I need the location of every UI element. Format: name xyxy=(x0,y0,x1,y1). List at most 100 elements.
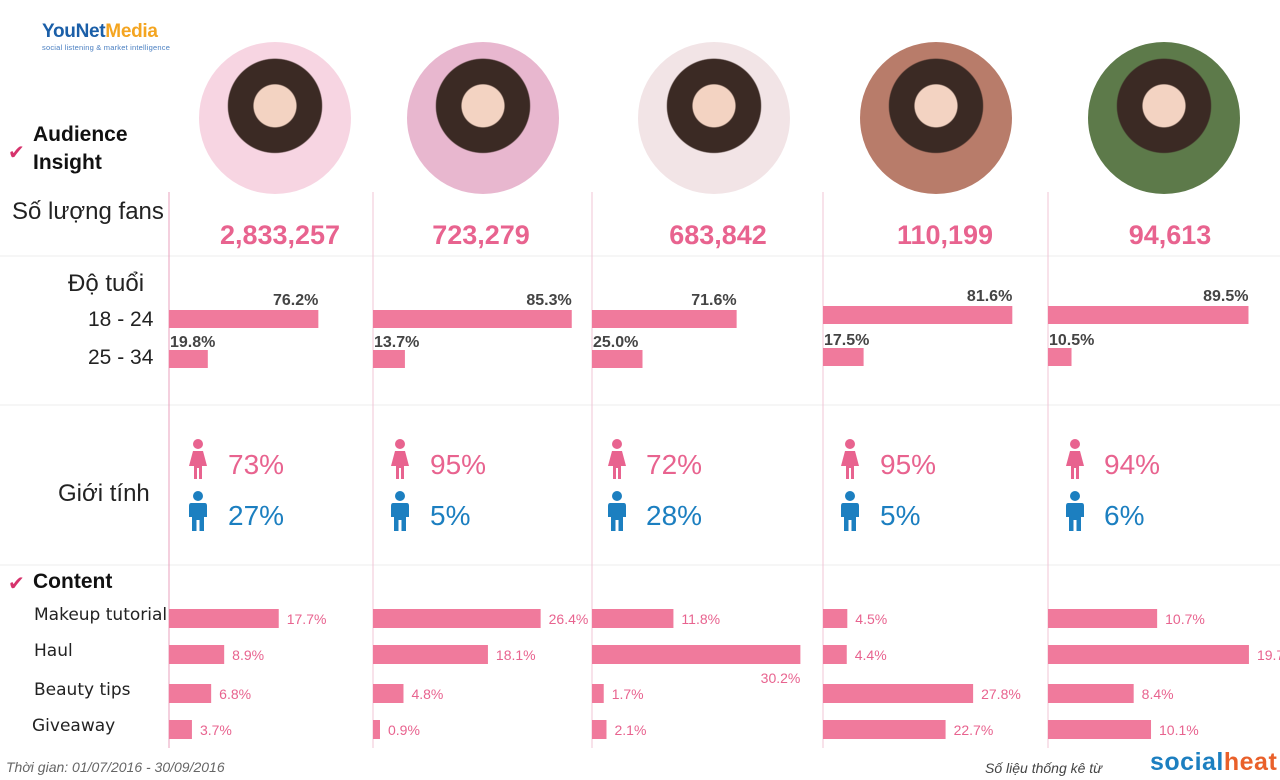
male-percent: 5% xyxy=(880,500,921,531)
audience-insight-heading: Audience Insight xyxy=(33,123,128,174)
content-bar-label: 1.7% xyxy=(612,686,644,702)
content-category-label: Haul xyxy=(34,641,73,661)
age-bar xyxy=(823,348,864,366)
content-bar xyxy=(592,609,674,628)
content-check-icon: ✔ xyxy=(8,573,25,595)
content-bar-label: 17.7% xyxy=(287,611,327,627)
content-bar xyxy=(169,609,279,628)
content-bar-label: 4.5% xyxy=(855,611,887,627)
content-bar xyxy=(373,609,541,628)
age-bar-label: 13.7% xyxy=(374,334,419,351)
age-bar xyxy=(823,306,1013,324)
age-bar-label: 17.5% xyxy=(824,332,869,349)
age-bar xyxy=(373,350,405,368)
age-bar xyxy=(169,350,208,368)
male-percent: 27% xyxy=(228,500,285,531)
content-bar-label: 4.8% xyxy=(411,686,443,702)
content-bar xyxy=(823,645,847,664)
age-bar xyxy=(592,350,643,368)
content-bar-label: 19.7% xyxy=(1257,647,1280,663)
female-percent: 72% xyxy=(646,449,703,480)
age-bar-label: 85.3% xyxy=(526,292,571,309)
content-bar xyxy=(1048,645,1249,664)
female-icon xyxy=(185,438,211,485)
gender-label: Giới tính xyxy=(58,480,150,507)
fans-count: 683,842 xyxy=(669,220,767,250)
age-bar-label: 71.6% xyxy=(691,292,736,309)
age-bar-label: 89.5% xyxy=(1203,288,1248,305)
age-bar-label: 10.5% xyxy=(1049,332,1094,349)
socialheat-logo: socialheat xyxy=(1150,748,1278,776)
content-bar xyxy=(823,684,974,703)
source-text: Số liệu thống kê từ xyxy=(985,760,1103,776)
content-bar xyxy=(373,684,404,703)
content-bar-label: 8.9% xyxy=(232,647,264,663)
male-icon xyxy=(837,490,863,537)
influencer-avatar xyxy=(407,42,559,194)
fans-label: Số lượng fans xyxy=(12,198,164,225)
content-bar xyxy=(373,645,488,664)
content-bar-label: 8.4% xyxy=(1142,686,1174,702)
content-bar xyxy=(592,684,604,703)
male-percent: 28% xyxy=(646,500,703,531)
content-bar-label: 6.8% xyxy=(219,686,251,702)
age-bar-label: 81.6% xyxy=(967,288,1012,305)
content-bar xyxy=(373,720,380,739)
fans-count: 110,199 xyxy=(896,220,994,250)
age-bar xyxy=(1048,306,1249,324)
female-icon xyxy=(604,438,630,485)
content-bar xyxy=(169,684,212,703)
female-percent: 95% xyxy=(880,449,937,480)
content-bar xyxy=(592,720,607,739)
age-bar xyxy=(373,310,572,328)
female-icon xyxy=(387,438,413,485)
age-bar-label: 76.2% xyxy=(273,292,318,309)
female-icon xyxy=(837,438,863,485)
male-icon xyxy=(185,490,211,537)
content-bar xyxy=(592,645,801,664)
content-bar xyxy=(1048,684,1134,703)
content-bar-label: 11.8% xyxy=(681,611,720,627)
content-bar-label: 0.9% xyxy=(388,722,420,738)
age-bar-label: 19.8% xyxy=(170,334,215,351)
age-group-25-34-label: 25 - 34 xyxy=(88,346,154,369)
female-icon xyxy=(1062,438,1088,485)
content-bar-label: 26.4% xyxy=(549,611,589,627)
influencer-avatar xyxy=(199,42,351,194)
content-bar-label: 30.2% xyxy=(761,670,801,686)
content-bar-label: 3.7% xyxy=(200,722,232,738)
younet-media-logo: YouNetMedia social listening & market in… xyxy=(42,21,171,53)
content-bar xyxy=(823,720,946,739)
logo-tagline: social listening & market intelligence xyxy=(42,43,171,52)
male-percent: 6% xyxy=(1104,500,1145,531)
influencer-avatar xyxy=(1088,42,1240,194)
audience-check-icon: ✔ xyxy=(8,142,25,164)
content-bar-label: 4.4% xyxy=(855,647,887,663)
age-bar-label: 25.0% xyxy=(593,334,638,351)
male-icon xyxy=(604,490,630,537)
content-heading: Content xyxy=(33,570,113,593)
content-category-label: Giveaway xyxy=(32,716,116,736)
influencer-avatar xyxy=(638,42,790,194)
content-bar-label: 27.8% xyxy=(981,686,1021,702)
content-bar xyxy=(169,645,225,664)
content-bar xyxy=(823,609,848,628)
male-icon xyxy=(1062,490,1088,537)
male-percent: 5% xyxy=(430,500,471,531)
content-bar-label: 10.7% xyxy=(1165,611,1205,627)
content-bar-label: 18.1% xyxy=(496,647,536,663)
content-bar-label: 10.1% xyxy=(1159,722,1199,738)
content-bar xyxy=(169,720,192,739)
content-bar-label: 22.7% xyxy=(954,722,994,738)
age-label: Độ tuổi xyxy=(68,270,145,297)
content-bar xyxy=(1048,609,1158,628)
age-group-18-24-label: 18 - 24 xyxy=(88,308,154,331)
content-bar xyxy=(1048,720,1152,739)
age-bar xyxy=(1048,348,1072,366)
fans-count: 723,279 xyxy=(432,220,530,250)
fans-count: 2,833,257 xyxy=(219,220,341,250)
content-category-label: Makeup tutorial xyxy=(34,605,168,625)
female-percent: 95% xyxy=(430,449,487,480)
time-period: Thời gian: 01/07/2016 - 30/09/2016 xyxy=(6,759,225,775)
content-category-label: Beauty tips xyxy=(34,680,131,700)
